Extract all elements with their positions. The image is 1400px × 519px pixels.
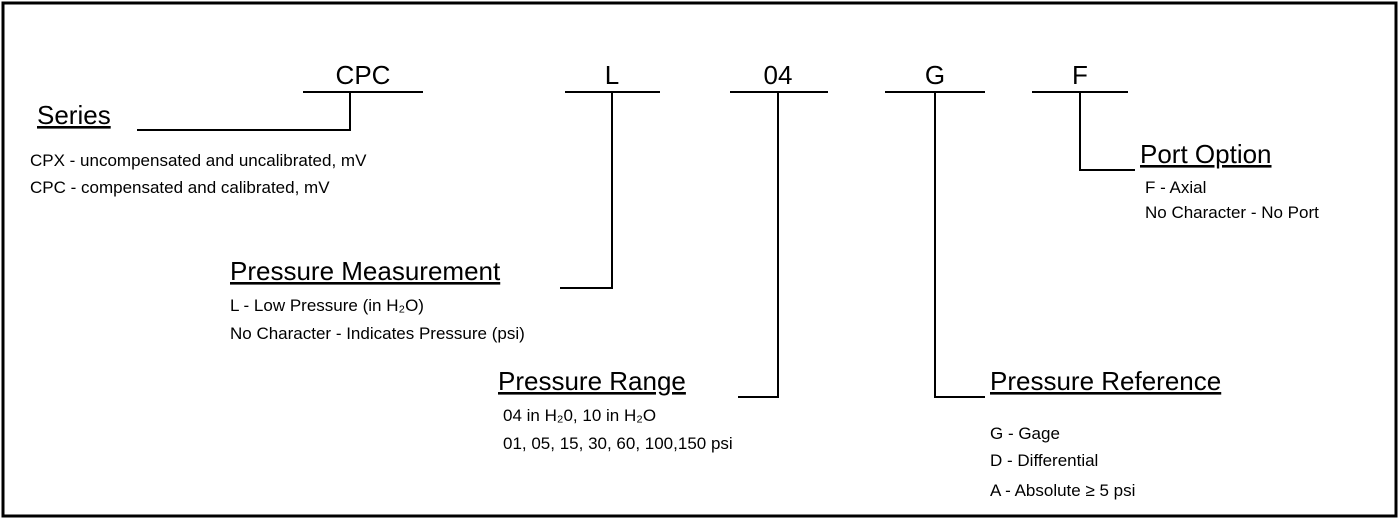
group-title: Pressure Range — [498, 366, 686, 396]
code: 04 — [764, 60, 793, 90]
connector — [1079, 92, 1135, 171]
code: F — [1072, 60, 1088, 90]
connector — [738, 92, 779, 398]
option-line: G - Gage — [990, 424, 1060, 443]
connector — [934, 92, 985, 398]
code: L — [605, 60, 619, 90]
option-line: A - Absolute ≥ 5 psi — [990, 481, 1135, 500]
connector — [560, 92, 613, 289]
option-line: CPX - uncompensated and uncalibrated, mV — [30, 151, 367, 170]
option-line: No Character - No Port — [1145, 203, 1319, 222]
group-title: Pressure Reference — [990, 366, 1221, 396]
option-line: D - Differential — [990, 451, 1098, 470]
option-line: 04 in H₂0, 10 in H₂O — [503, 406, 656, 425]
group-title: Series — [37, 100, 111, 130]
option-line: F - Axial — [1145, 178, 1206, 197]
option-line: CPC - compensated and calibrated, mV — [30, 178, 330, 197]
connector — [137, 92, 351, 131]
group-title: Port Option — [1140, 139, 1272, 169]
group-title: Pressure Measurement — [230, 256, 501, 286]
option-line: 01, 05, 15, 30, 60, 100,150 psi — [503, 434, 733, 453]
code: G — [925, 60, 945, 90]
option-line: L - Low Pressure (in H₂O) — [230, 296, 424, 315]
option-line: No Character - Indicates Pressure (psi) — [230, 324, 525, 343]
code: CPC — [336, 60, 391, 90]
